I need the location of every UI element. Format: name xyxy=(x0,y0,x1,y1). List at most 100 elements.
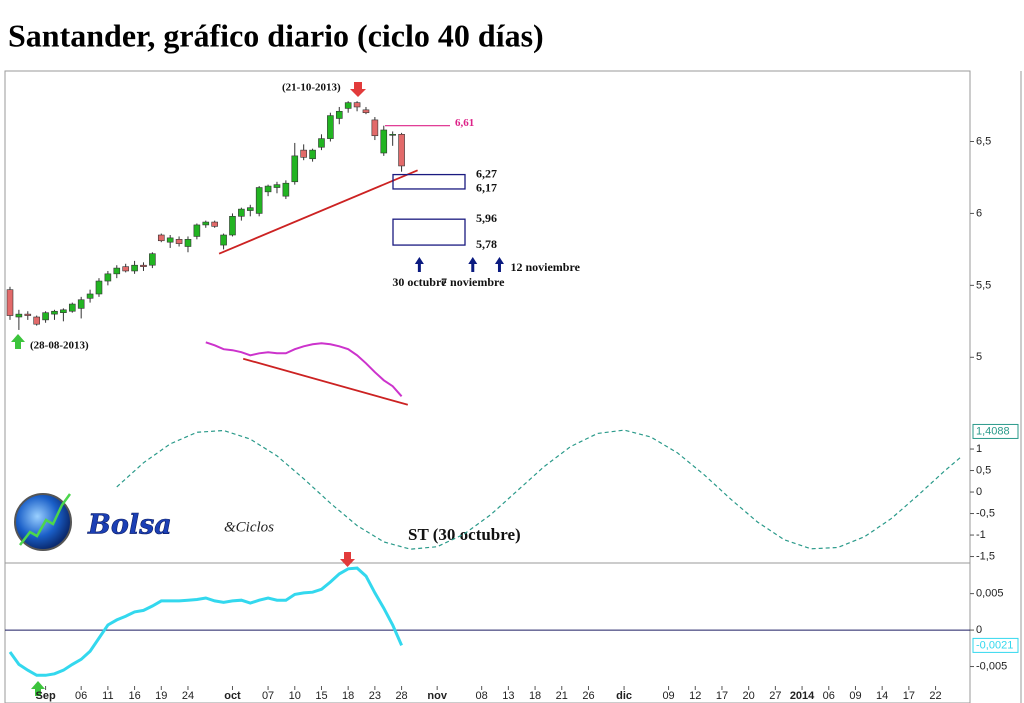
y-tick-label: -0,005 xyxy=(976,660,1007,672)
x-tick-label: nov xyxy=(427,690,447,702)
x-tick-label: 28 xyxy=(395,690,407,702)
peak-arrow xyxy=(350,82,366,97)
candle-body xyxy=(6,289,14,316)
y-tick-label: -1,5 xyxy=(976,550,995,562)
candle-body xyxy=(68,303,76,312)
logo-globe xyxy=(14,493,72,551)
x-tick-label: 06 xyxy=(823,690,835,702)
date-arrow xyxy=(468,257,478,272)
candle-body xyxy=(398,133,405,167)
x-tick-label: 2014 xyxy=(790,690,815,702)
candle-body xyxy=(264,185,272,193)
date-arrow xyxy=(414,257,424,272)
logo-suffix: &Ciclos xyxy=(224,519,274,535)
y-tick-label: 1 xyxy=(976,443,982,455)
cycle-label: ST (30 octubre) xyxy=(408,525,521,544)
candle-body xyxy=(131,264,138,272)
x-tick-label: Sep xyxy=(35,690,55,702)
candle-body xyxy=(300,149,307,158)
date-label: 12 noviembre xyxy=(510,260,580,274)
current-value-label: 1,4088 xyxy=(976,425,1010,437)
candle-body xyxy=(157,234,165,242)
x-tick-label: 24 xyxy=(182,690,194,702)
candle-body xyxy=(86,293,94,299)
candle-body xyxy=(60,309,67,313)
candle-body xyxy=(273,184,281,188)
x-tick-label: 18 xyxy=(529,690,541,702)
current-value-box xyxy=(972,637,1019,653)
y-tick-label: 5,5 xyxy=(976,279,991,291)
candle-body xyxy=(140,264,147,267)
low-arrow xyxy=(11,334,25,349)
candle-body xyxy=(282,182,290,197)
x-tick-label: 17 xyxy=(903,690,915,702)
candle-body xyxy=(318,138,325,148)
x-tick-label: 23 xyxy=(369,690,381,702)
y-tick-label: 0,5 xyxy=(976,464,991,476)
y-tick-label: 0 xyxy=(976,486,982,498)
date-label: 7 noviembre xyxy=(441,275,505,289)
low-date: (28-08-2013) xyxy=(30,340,89,352)
trend-line xyxy=(242,357,409,406)
candle-body xyxy=(24,313,32,316)
candle-body xyxy=(166,237,174,243)
oscillator-panel xyxy=(4,562,971,703)
x-tick-label: 09 xyxy=(662,690,674,702)
series-line xyxy=(8,566,403,677)
candle-body xyxy=(380,129,388,154)
candle-body xyxy=(175,239,183,244)
x-tick-label: 14 xyxy=(876,690,888,702)
candle-body xyxy=(15,313,23,318)
x-tick-label: 17 xyxy=(716,690,728,702)
x-tick-label: dic xyxy=(616,690,632,702)
candle-body xyxy=(327,115,334,139)
current-value-label: -0,0021 xyxy=(976,639,1013,651)
x-tick-label: 15 xyxy=(315,690,327,702)
y-tick-label: -0,5 xyxy=(976,507,995,519)
level-label: 6,61 xyxy=(455,117,474,129)
x-tick-label: 13 xyxy=(502,690,514,702)
y-tick-label: 6,5 xyxy=(976,135,991,147)
logo: Bolsa &Ciclos xyxy=(14,493,274,551)
candle-body xyxy=(344,102,352,109)
candle-body xyxy=(184,239,192,247)
zone-top-label: 5,96 xyxy=(476,211,497,225)
chart-title: Santander, gráfico diario (ciclo 40 días… xyxy=(8,17,544,53)
candle-body xyxy=(113,267,121,275)
candle-body xyxy=(371,119,379,137)
y-tick-label: 5 xyxy=(976,351,982,363)
series-line xyxy=(116,429,963,550)
peak-date: (21-10-2013) xyxy=(282,82,341,94)
zone-top-label: 6,27 xyxy=(476,166,497,180)
y-tick-label: -1 xyxy=(976,529,986,541)
x-tick-label: 16 xyxy=(128,690,140,702)
x-tick-label: 22 xyxy=(929,690,941,702)
candle-body xyxy=(33,316,40,325)
candle-body xyxy=(362,109,370,114)
candle-body xyxy=(291,155,299,183)
x-tick-label: 20 xyxy=(743,690,755,702)
y-tick-label: 0 xyxy=(976,624,982,636)
target-zone xyxy=(392,173,466,190)
candle-body xyxy=(335,110,343,119)
x-tick-label: 06 xyxy=(75,690,87,702)
candle-body xyxy=(389,133,396,136)
candle-body xyxy=(122,266,129,272)
price-panel xyxy=(4,70,971,564)
candle-body xyxy=(42,312,49,321)
candle-body xyxy=(238,208,245,217)
x-tick-label: 12 xyxy=(689,690,701,702)
candle-body xyxy=(202,221,210,226)
x-tick-label: 21 xyxy=(556,690,568,702)
y-tick-label: 6 xyxy=(976,207,982,219)
candle-body xyxy=(149,253,156,266)
x-tick-label: 09 xyxy=(849,690,861,702)
logo-arrow xyxy=(19,493,72,546)
x-tick-label: 18 xyxy=(342,690,354,702)
candle-body xyxy=(229,215,236,236)
x-tick-label: 26 xyxy=(582,690,594,702)
osc-peak-arrow xyxy=(340,552,355,567)
logo-brand: Bolsa xyxy=(87,510,172,541)
x-tick-label: 08 xyxy=(476,690,488,702)
candle-body xyxy=(77,299,85,309)
